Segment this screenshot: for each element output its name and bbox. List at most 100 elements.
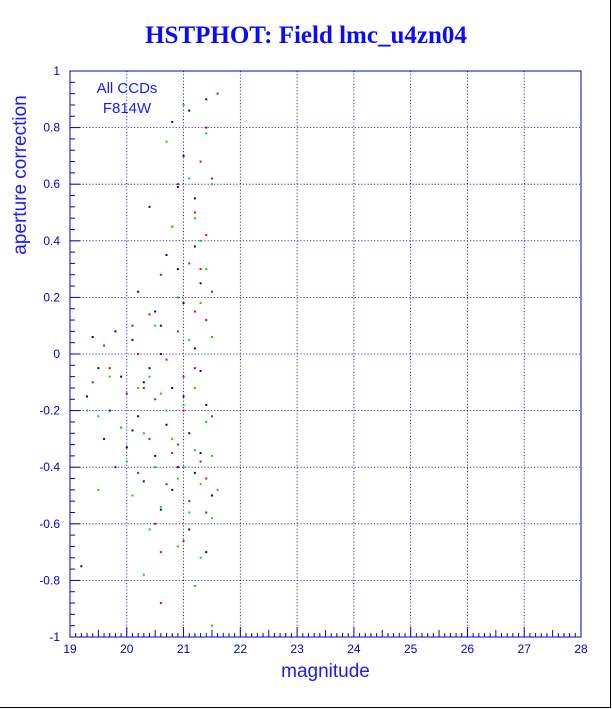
data-point bbox=[159, 324, 162, 327]
x-tick-label: 24 bbox=[347, 642, 361, 656]
data-point bbox=[199, 268, 202, 271]
y-tick-label: 0.8 bbox=[43, 121, 60, 135]
data-point bbox=[131, 494, 134, 497]
data-point bbox=[171, 488, 174, 491]
data-point bbox=[205, 268, 208, 271]
data-point bbox=[159, 273, 162, 276]
data-point bbox=[210, 183, 213, 186]
data-point bbox=[165, 358, 168, 361]
data-point bbox=[205, 126, 208, 129]
data-point bbox=[120, 375, 123, 378]
data-point bbox=[137, 415, 140, 418]
data-point bbox=[193, 211, 196, 214]
grid-layer bbox=[70, 71, 581, 637]
data-point bbox=[165, 423, 168, 426]
data-point bbox=[210, 336, 213, 339]
data-point bbox=[148, 437, 151, 440]
data-point bbox=[205, 403, 208, 406]
data-point bbox=[216, 92, 219, 95]
y-tick-label: 1 bbox=[53, 64, 60, 78]
data-point bbox=[176, 186, 179, 189]
y-tick-label: -0.6 bbox=[39, 517, 60, 531]
data-point bbox=[159, 602, 162, 605]
data-point bbox=[165, 409, 168, 412]
data-point bbox=[193, 347, 196, 350]
data-point bbox=[176, 466, 179, 469]
data-point bbox=[148, 313, 151, 316]
data-point bbox=[199, 239, 202, 242]
data-point bbox=[176, 183, 179, 186]
chart-title: HSTPHOT: Field lmc_u4zn04 bbox=[145, 22, 467, 49]
data-point bbox=[193, 449, 196, 452]
data-point bbox=[182, 403, 185, 406]
data-point bbox=[210, 517, 213, 520]
x-tick-label: 27 bbox=[518, 642, 532, 656]
annotation-ccds: All CCDs bbox=[97, 80, 158, 97]
data-point bbox=[193, 585, 196, 588]
data-point bbox=[154, 522, 157, 525]
data-point bbox=[188, 109, 191, 112]
data-point bbox=[142, 480, 145, 483]
data-point bbox=[205, 551, 208, 554]
data-point bbox=[148, 367, 151, 370]
tick-layer: 19 20 21 22 23 24 25 26 27 28 -1 -0.8 -0.6 -0.4 -0.2 0 0… bbox=[39, 64, 588, 656]
data-point bbox=[131, 429, 134, 432]
data-point bbox=[91, 381, 94, 384]
data-point bbox=[154, 324, 157, 327]
x-axis-label: magnitude bbox=[281, 661, 370, 682]
point-layer bbox=[80, 92, 219, 627]
data-point bbox=[199, 302, 202, 305]
data-point bbox=[137, 386, 140, 389]
data-point bbox=[108, 367, 111, 370]
data-point bbox=[188, 338, 191, 341]
data-point bbox=[199, 483, 202, 486]
data-point bbox=[154, 398, 157, 401]
data-point bbox=[142, 386, 145, 389]
x-tick-label: 21 bbox=[177, 642, 191, 656]
data-point bbox=[176, 443, 179, 446]
data-point bbox=[125, 392, 128, 395]
y-tick-label: 0 bbox=[53, 347, 60, 361]
data-point bbox=[159, 508, 162, 511]
data-point bbox=[125, 460, 128, 463]
data-point bbox=[159, 551, 162, 554]
y-tick-label: 0.2 bbox=[43, 290, 60, 304]
y-tick-label: -0.4 bbox=[39, 460, 60, 474]
x-tick-label: 26 bbox=[461, 642, 475, 656]
data-point bbox=[188, 432, 191, 435]
data-point bbox=[154, 310, 157, 313]
data-point bbox=[193, 386, 196, 389]
x-tick-label: 25 bbox=[404, 642, 418, 656]
data-point bbox=[171, 225, 174, 228]
data-point bbox=[182, 375, 185, 378]
data-point bbox=[210, 494, 213, 497]
x-tick-label: 23 bbox=[290, 642, 304, 656]
data-point bbox=[182, 154, 185, 157]
data-point bbox=[97, 415, 100, 418]
data-point bbox=[103, 437, 106, 440]
data-point bbox=[103, 344, 106, 347]
data-point bbox=[148, 375, 151, 378]
data-point bbox=[205, 511, 208, 514]
data-point bbox=[171, 386, 174, 389]
data-point bbox=[193, 217, 196, 220]
data-point bbox=[171, 452, 174, 455]
data-point bbox=[86, 395, 89, 398]
data-point bbox=[148, 205, 151, 208]
data-point bbox=[210, 177, 213, 180]
data-point bbox=[182, 409, 185, 412]
data-point bbox=[193, 197, 196, 200]
data-point bbox=[142, 432, 145, 435]
data-point bbox=[159, 392, 162, 395]
y-axis-label: aperture correction bbox=[10, 95, 31, 254]
data-point bbox=[137, 471, 140, 474]
data-point bbox=[171, 120, 174, 123]
data-point bbox=[210, 290, 213, 293]
data-point bbox=[154, 466, 157, 469]
data-point bbox=[114, 330, 117, 333]
data-point bbox=[188, 500, 191, 503]
data-point bbox=[125, 446, 128, 449]
data-point bbox=[80, 565, 83, 568]
data-point bbox=[137, 353, 140, 355]
